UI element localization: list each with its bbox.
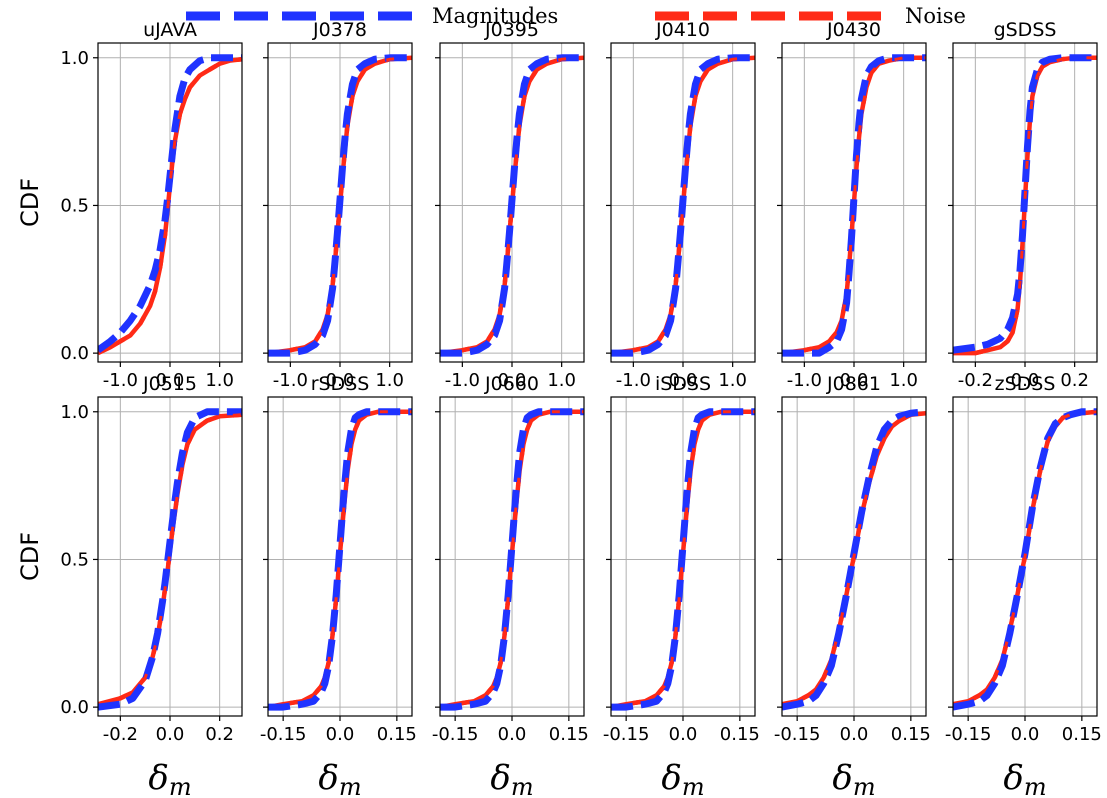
y-tick-label: 0.5 [60, 195, 89, 216]
y-axis-label-row-1: CDF [16, 178, 44, 227]
panel-title: iSDSS [655, 373, 711, 395]
series-noise-accent [268, 56, 412, 355]
panel-title: J0395 [484, 19, 539, 41]
x-tick-label: -1.0 [273, 370, 308, 391]
series-magnitudes [782, 54, 926, 357]
x-tick-label: -0.15 [603, 724, 650, 745]
panel-title: J0515 [142, 373, 197, 395]
x-tick-label: 1.0 [718, 370, 747, 391]
panel-title: J0410 [655, 19, 710, 41]
x-tick-label: -0.15 [432, 724, 479, 745]
panel-title: J0660 [484, 373, 539, 395]
x-tick-label: 1.0 [889, 370, 918, 391]
x-tick-label: 0.0 [326, 724, 355, 745]
panel-zSDSS: -0.15 0.0 0.15 zSDSS δm [945, 373, 1102, 798]
x-axis-label: δm [318, 758, 361, 798]
x-tick-label: -0.2 [958, 370, 993, 391]
x-tick-label: -1.0 [445, 370, 480, 391]
series-magnitudes [440, 408, 584, 711]
panel-iSDSS: -0.15 0.0 0.15 iSDSS δm [603, 373, 760, 798]
panel-title: uJAVA [143, 19, 197, 41]
legend: Magnitudes Noise [186, 4, 966, 28]
x-tick-label: 0.2 [1060, 370, 1089, 391]
x-tick-label: 0.0 [156, 370, 185, 391]
y-tick-label: 1.0 [60, 402, 89, 423]
x-tick-label: 0.0 [1011, 724, 1040, 745]
series-noise-accent [98, 413, 242, 706]
x-tick-label: -0.15 [260, 724, 307, 745]
x-tick-label: 0.0 [669, 370, 698, 391]
series-noise-accent [953, 410, 1097, 706]
panel-title: gSDSS [994, 19, 1057, 41]
y-tick-label: 1.0 [60, 48, 89, 69]
series-magnitudes [268, 54, 412, 357]
panel-rSDSS: -0.15 0.0 0.15 rSDSS δm [260, 373, 417, 798]
y-tick-label: 0.0 [60, 697, 89, 718]
series-magnitudes [440, 54, 584, 357]
x-axis-label: δm [490, 758, 533, 798]
panel-title: rSDSS [311, 373, 370, 395]
panel-J0430: -1.0 0.0 1.0 J0430 [777, 19, 927, 391]
panel-J0660: -0.15 0.0 0.15 J0660 δm [432, 373, 589, 798]
x-tick-label: 0.15 [549, 724, 589, 745]
x-axis-label: δm [661, 758, 704, 798]
legend-label-magnitudes: Magnitudes [432, 4, 558, 28]
x-axis-label: δm [832, 758, 875, 798]
x-tick-label: 0.15 [891, 724, 931, 745]
x-tick-label: 1.0 [547, 370, 576, 391]
x-tick-label: 0.0 [840, 724, 869, 745]
panel-J0410: -1.0 0.0 1.0 J0410 [606, 19, 756, 391]
series-noise-accent [440, 56, 584, 355]
x-tick-label: 0.2 [205, 724, 234, 745]
series-noise-accent [782, 411, 926, 706]
series-magnitudes [611, 408, 755, 711]
x-tick-label: 0.15 [720, 724, 760, 745]
x-axis-label: δm [148, 758, 191, 798]
y-tick-label: 0.5 [60, 549, 89, 570]
panel-J0378: -1.0 0.0 1.0 J0378 [263, 19, 413, 391]
x-axis-label: δm [1003, 758, 1046, 798]
x-tick-label: 0.15 [377, 724, 417, 745]
x-tick-label: -0.2 [103, 724, 138, 745]
x-tick-label: -1.0 [103, 370, 138, 391]
series-magnitudes [782, 408, 926, 711]
x-tick-label: -0.15 [774, 724, 821, 745]
x-tick-label: 0.0 [498, 370, 527, 391]
panel-title: J0861 [826, 373, 881, 395]
x-tick-label: 0.0 [840, 370, 869, 391]
x-tick-label: 1.0 [375, 370, 404, 391]
series-magnitudes [953, 54, 1097, 354]
x-tick-label: -1.0 [787, 370, 822, 391]
x-tick-label: 0.0 [326, 370, 355, 391]
x-tick-label: 0.0 [669, 724, 698, 745]
x-tick-label: 0.15 [1062, 724, 1102, 745]
x-tick-label: -0.15 [945, 724, 992, 745]
y-tick-label: 0.0 [60, 343, 89, 364]
series-magnitudes [98, 408, 242, 711]
panel-J0395: -1.0 0.0 1.0 J0395 [435, 19, 585, 391]
x-tick-label: 0.0 [498, 724, 527, 745]
series-magnitudes [268, 408, 412, 711]
legend-label-noise: Noise [905, 4, 966, 28]
panel-gSDSS: -0.2 0.0 0.2 gSDSS [948, 19, 1098, 391]
panel-title: J0378 [312, 19, 367, 41]
x-tick-label: 0.0 [1011, 370, 1040, 391]
x-tick-label: -1.0 [616, 370, 651, 391]
panel-uJAVA: 0.0 0.5 1.0 -1.0 0.0 1.0 uJAVA [60, 19, 243, 391]
series-magnitudes [611, 54, 755, 357]
x-tick-label: 0.0 [156, 724, 185, 745]
panel-J0515: 0.0 0.5 1.0 -0.2 0.0 0.2 J0515 δm [60, 373, 243, 798]
series-noise-accent [611, 56, 755, 355]
y-axis-label-row-2: CDF [16, 532, 44, 581]
panel-J0861: -0.15 0.0 0.15 J0861 δm [774, 373, 931, 798]
x-tick-label: 1.0 [205, 370, 234, 391]
series-magnitudes [953, 408, 1097, 711]
panel-title: J0430 [826, 19, 881, 41]
panel-title: zSDSS [995, 373, 1056, 395]
